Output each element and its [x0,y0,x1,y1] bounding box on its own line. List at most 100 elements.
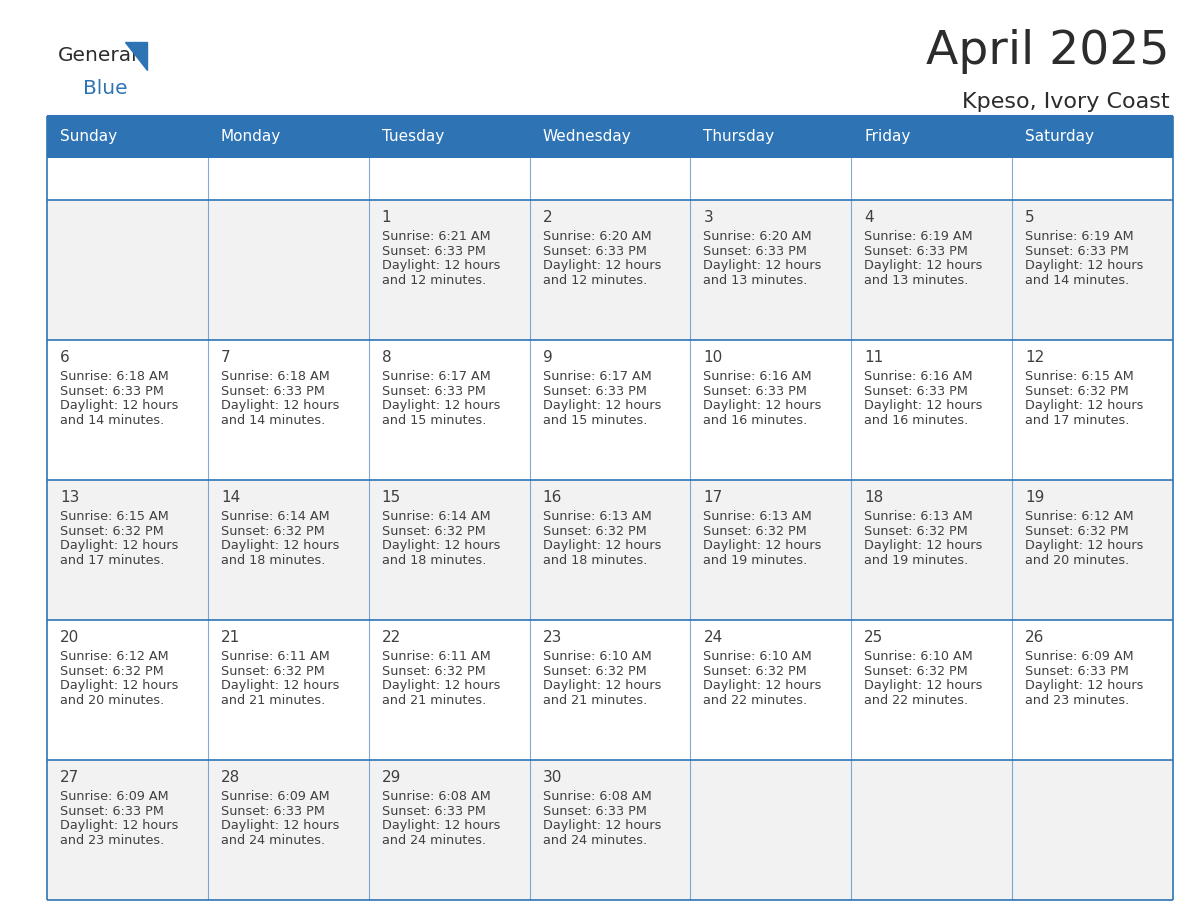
Text: Monday: Monday [221,129,282,144]
Text: and 24 minutes.: and 24 minutes. [221,834,326,847]
Text: Sunset: 6:32 PM: Sunset: 6:32 PM [1025,525,1129,538]
Bar [48,200,1173,340]
Text: Daylight: 12 hours: Daylight: 12 hours [221,399,340,412]
Text: and 15 minutes.: and 15 minutes. [543,414,647,427]
Text: Sunrise: 6:16 AM: Sunrise: 6:16 AM [703,370,813,383]
Text: and 18 minutes.: and 18 minutes. [221,554,326,567]
Text: Sunrise: 6:15 AM: Sunrise: 6:15 AM [1025,370,1133,383]
Text: Sunrise: 6:19 AM: Sunrise: 6:19 AM [1025,230,1133,243]
Text: Sunrise: 6:10 AM: Sunrise: 6:10 AM [543,650,651,663]
Text: and 23 minutes.: and 23 minutes. [1025,694,1130,707]
Text: 13: 13 [61,490,80,505]
Text: Sunrise: 6:12 AM: Sunrise: 6:12 AM [61,650,169,663]
Text: Daylight: 12 hours: Daylight: 12 hours [543,540,661,553]
Text: April 2025: April 2025 [927,29,1170,74]
Text: Sunset: 6:32 PM: Sunset: 6:32 PM [61,665,164,677]
Text: Daylight: 12 hours: Daylight: 12 hours [1025,679,1144,692]
Text: Sunset: 6:33 PM: Sunset: 6:33 PM [1025,245,1129,258]
Text: Sunday: Sunday [61,129,118,144]
Text: Daylight: 12 hours: Daylight: 12 hours [221,540,340,553]
Text: 3: 3 [703,210,713,225]
Text: Sunrise: 6:08 AM: Sunrise: 6:08 AM [543,790,651,803]
Text: Sunrise: 6:14 AM: Sunrise: 6:14 AM [381,510,491,523]
Text: Sunset: 6:33 PM: Sunset: 6:33 PM [221,805,324,818]
Text: Sunrise: 6:13 AM: Sunrise: 6:13 AM [543,510,651,523]
Text: and 12 minutes.: and 12 minutes. [381,274,486,287]
Text: Daylight: 12 hours: Daylight: 12 hours [381,679,500,692]
Text: and 16 minutes.: and 16 minutes. [865,414,968,427]
Text: and 15 minutes.: and 15 minutes. [381,414,486,427]
Text: Sunset: 6:33 PM: Sunset: 6:33 PM [543,385,646,397]
Text: Sunrise: 6:20 AM: Sunrise: 6:20 AM [703,230,813,243]
Text: Daylight: 12 hours: Daylight: 12 hours [703,679,822,692]
Text: Friday: Friday [865,129,911,144]
Text: Daylight: 12 hours: Daylight: 12 hours [865,540,982,553]
Text: Sunset: 6:32 PM: Sunset: 6:32 PM [543,525,646,538]
Text: Sunrise: 6:15 AM: Sunrise: 6:15 AM [61,510,169,523]
Text: 24: 24 [703,630,722,645]
Bar [48,116,1173,158]
Text: Daylight: 12 hours: Daylight: 12 hours [381,399,500,412]
Text: 2: 2 [543,210,552,225]
Text: 17: 17 [703,490,722,505]
Text: 29: 29 [381,770,402,785]
Text: Daylight: 12 hours: Daylight: 12 hours [1025,260,1144,273]
Text: Sunrise: 6:09 AM: Sunrise: 6:09 AM [1025,650,1133,663]
Text: Daylight: 12 hours: Daylight: 12 hours [865,679,982,692]
Text: Sunrise: 6:18 AM: Sunrise: 6:18 AM [61,370,169,383]
Text: Sunset: 6:33 PM: Sunset: 6:33 PM [381,385,486,397]
Text: 5: 5 [1025,210,1035,225]
Text: Sunrise: 6:12 AM: Sunrise: 6:12 AM [1025,510,1133,523]
Text: Kpeso, Ivory Coast: Kpeso, Ivory Coast [962,92,1170,112]
Text: Sunset: 6:33 PM: Sunset: 6:33 PM [61,385,164,397]
Text: Daylight: 12 hours: Daylight: 12 hours [61,820,178,833]
Text: and 21 minutes.: and 21 minutes. [221,694,326,707]
Text: Wednesday: Wednesday [543,129,631,144]
Text: 9: 9 [543,350,552,365]
Text: Daylight: 12 hours: Daylight: 12 hours [61,399,178,412]
Text: and 22 minutes.: and 22 minutes. [703,694,808,707]
Text: Daylight: 12 hours: Daylight: 12 hours [1025,540,1144,553]
Text: and 16 minutes.: and 16 minutes. [703,414,808,427]
Text: Sunset: 6:32 PM: Sunset: 6:32 PM [381,525,486,538]
Text: and 17 minutes.: and 17 minutes. [1025,414,1130,427]
Text: Daylight: 12 hours: Daylight: 12 hours [543,399,661,412]
Text: and 23 minutes.: and 23 minutes. [61,834,164,847]
Text: Daylight: 12 hours: Daylight: 12 hours [381,540,500,553]
Text: Daylight: 12 hours: Daylight: 12 hours [1025,399,1144,412]
Text: Sunset: 6:32 PM: Sunset: 6:32 PM [703,665,807,677]
Text: Sunrise: 6:13 AM: Sunrise: 6:13 AM [865,510,973,523]
Text: and 14 minutes.: and 14 minutes. [1025,274,1130,287]
Text: Sunset: 6:32 PM: Sunset: 6:32 PM [1025,385,1129,397]
Text: Sunrise: 6:13 AM: Sunrise: 6:13 AM [703,510,813,523]
Text: Sunrise: 6:08 AM: Sunrise: 6:08 AM [381,790,491,803]
Text: 16: 16 [543,490,562,505]
Text: and 14 minutes.: and 14 minutes. [61,414,164,427]
Text: and 13 minutes.: and 13 minutes. [865,274,968,287]
Text: Sunset: 6:33 PM: Sunset: 6:33 PM [543,805,646,818]
Text: 7: 7 [221,350,230,365]
Text: 23: 23 [543,630,562,645]
Text: Blue: Blue [83,79,127,97]
Text: Tuesday: Tuesday [381,129,444,144]
Bar [48,340,1173,480]
Text: Daylight: 12 hours: Daylight: 12 hours [381,260,500,273]
Text: 8: 8 [381,350,391,365]
Text: Sunrise: 6:21 AM: Sunrise: 6:21 AM [381,230,491,243]
Text: Daylight: 12 hours: Daylight: 12 hours [865,399,982,412]
Text: Sunset: 6:32 PM: Sunset: 6:32 PM [221,525,324,538]
Text: 28: 28 [221,770,240,785]
Bar [48,760,1173,900]
Text: Sunrise: 6:10 AM: Sunrise: 6:10 AM [703,650,813,663]
Text: 10: 10 [703,350,722,365]
Text: Sunset: 6:32 PM: Sunset: 6:32 PM [61,525,164,538]
Text: Sunrise: 6:10 AM: Sunrise: 6:10 AM [865,650,973,663]
Text: Daylight: 12 hours: Daylight: 12 hours [543,820,661,833]
Text: Sunrise: 6:18 AM: Sunrise: 6:18 AM [221,370,329,383]
Text: Sunset: 6:33 PM: Sunset: 6:33 PM [543,245,646,258]
Text: Sunrise: 6:11 AM: Sunrise: 6:11 AM [221,650,329,663]
Text: 21: 21 [221,630,240,645]
Text: 18: 18 [865,490,884,505]
Text: and 19 minutes.: and 19 minutes. [865,554,968,567]
Text: 30: 30 [543,770,562,785]
